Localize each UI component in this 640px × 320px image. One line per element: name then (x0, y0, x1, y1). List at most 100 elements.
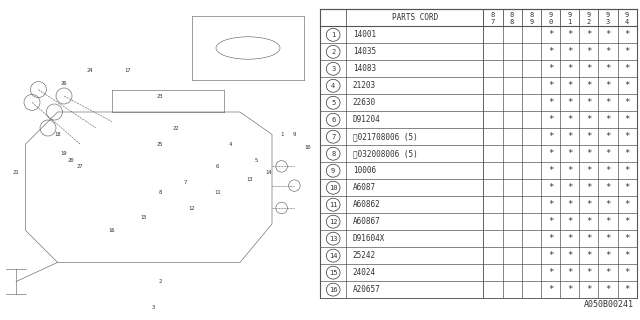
Text: 2: 2 (158, 279, 162, 284)
Text: *: * (625, 132, 630, 141)
Text: *: * (625, 115, 630, 124)
Text: 8: 8 (158, 189, 162, 195)
Text: *: * (548, 132, 553, 141)
Text: *: * (625, 30, 630, 39)
Text: 9: 9 (292, 132, 296, 137)
Text: *: * (605, 234, 611, 243)
Text: 6: 6 (331, 117, 335, 123)
Text: 3: 3 (331, 66, 335, 72)
Text: *: * (605, 251, 611, 260)
Text: *: * (548, 234, 553, 243)
Text: 2: 2 (587, 19, 591, 25)
Text: 12: 12 (189, 205, 195, 211)
Text: 8: 8 (510, 12, 514, 18)
Text: *: * (567, 217, 572, 226)
Text: *: * (567, 64, 572, 73)
Text: *: * (586, 81, 591, 90)
Text: 17: 17 (125, 68, 131, 73)
Text: *: * (605, 285, 611, 294)
Text: 7: 7 (331, 134, 335, 140)
Text: 4: 4 (625, 19, 629, 25)
Text: *: * (567, 285, 572, 294)
Text: *: * (605, 200, 611, 209)
Text: *: * (586, 115, 591, 124)
Text: *: * (586, 149, 591, 158)
Text: 9: 9 (331, 168, 335, 174)
Text: *: * (625, 251, 630, 260)
Text: 8: 8 (529, 12, 533, 18)
Text: *: * (548, 166, 553, 175)
Text: *: * (567, 115, 572, 124)
Text: 8: 8 (491, 12, 495, 18)
Text: *: * (548, 251, 553, 260)
Text: *: * (605, 115, 611, 124)
Text: 8: 8 (510, 19, 514, 25)
Text: *: * (625, 268, 630, 277)
Text: 14: 14 (329, 253, 337, 259)
Text: *: * (605, 149, 611, 158)
Text: 13: 13 (246, 177, 253, 182)
Text: 25242: 25242 (353, 251, 376, 260)
Text: 14035: 14035 (353, 47, 376, 56)
Text: 9: 9 (529, 19, 533, 25)
Text: *: * (586, 285, 591, 294)
Text: 9: 9 (568, 12, 572, 18)
Text: *: * (548, 115, 553, 124)
Text: *: * (548, 200, 553, 209)
Text: *: * (548, 285, 553, 294)
Text: *: * (625, 81, 630, 90)
Text: 9: 9 (606, 12, 610, 18)
Text: 14083: 14083 (353, 64, 376, 73)
Text: 24: 24 (86, 68, 93, 73)
Text: *: * (548, 81, 553, 90)
Text: D91604X: D91604X (353, 234, 385, 243)
Text: 5: 5 (254, 157, 258, 163)
Text: 22: 22 (173, 125, 179, 131)
Text: 27: 27 (77, 164, 83, 169)
Text: *: * (586, 98, 591, 107)
Text: 8: 8 (331, 151, 335, 157)
Text: *: * (605, 47, 611, 56)
Text: *: * (586, 251, 591, 260)
Text: 6: 6 (216, 164, 220, 169)
Text: 19: 19 (61, 151, 67, 156)
Text: *: * (548, 30, 553, 39)
Text: 14001: 14001 (353, 30, 376, 39)
Text: 4: 4 (228, 141, 232, 147)
Text: 7: 7 (491, 19, 495, 25)
Text: 12: 12 (329, 219, 337, 225)
Text: *: * (605, 166, 611, 175)
Text: 14: 14 (266, 170, 272, 175)
Text: 3: 3 (152, 305, 156, 310)
Text: *: * (548, 149, 553, 158)
Text: *: * (605, 268, 611, 277)
Text: ⓝ021708006 (5): ⓝ021708006 (5) (353, 132, 417, 141)
Text: 18: 18 (54, 132, 61, 137)
Text: *: * (567, 149, 572, 158)
Text: *: * (625, 200, 630, 209)
Text: *: * (548, 217, 553, 226)
Text: 1: 1 (331, 32, 335, 38)
Text: *: * (567, 268, 572, 277)
Text: *: * (548, 64, 553, 73)
Text: *: * (567, 132, 572, 141)
Text: *: * (548, 47, 553, 56)
Text: *: * (548, 268, 553, 277)
Text: *: * (586, 217, 591, 226)
Text: *: * (586, 132, 591, 141)
Text: 4: 4 (331, 83, 335, 89)
Text: A20657: A20657 (353, 285, 381, 294)
Text: 9: 9 (625, 12, 629, 18)
Text: 7: 7 (184, 180, 188, 185)
Text: *: * (548, 98, 553, 107)
Text: *: * (625, 183, 630, 192)
Text: *: * (567, 98, 572, 107)
Text: 10006: 10006 (353, 166, 376, 175)
Text: *: * (605, 217, 611, 226)
Text: *: * (567, 183, 572, 192)
Text: 25: 25 (157, 141, 163, 147)
Text: *: * (567, 30, 572, 39)
Text: A6087: A6087 (353, 183, 376, 192)
Text: *: * (625, 285, 630, 294)
Text: *: * (605, 64, 611, 73)
